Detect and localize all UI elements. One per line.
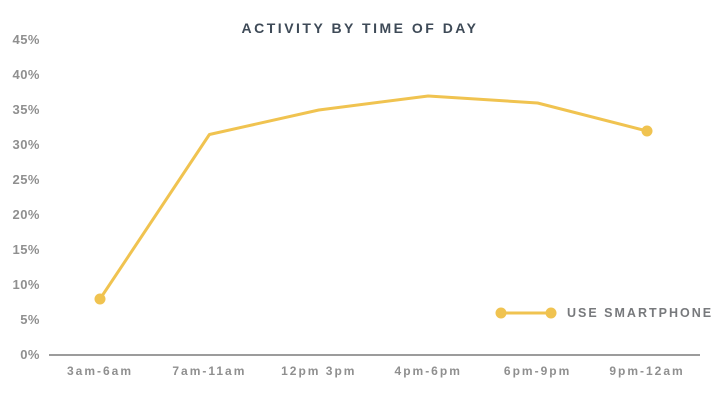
x-axis-label: 9pm-12am <box>609 364 685 378</box>
y-axis-label: 40% <box>12 67 40 82</box>
y-axis-label: 0% <box>20 347 40 362</box>
x-axis-label: 3am-6am <box>66 364 134 378</box>
legend-line-icon <box>495 307 557 319</box>
legend-label: USE SMARTPHONE <box>567 306 714 320</box>
legend-dot <box>545 307 557 319</box>
y-axis-label: 10% <box>12 277 40 292</box>
chart-title: ACTIVITY BY TIME OF DAY <box>241 20 479 36</box>
y-axis-label: 5% <box>20 312 40 327</box>
series-line <box>98 94 649 301</box>
y-axis-label: 30% <box>12 137 40 152</box>
legend: USE SMARTPHONE <box>494 305 713 321</box>
y-axis-label: 15% <box>12 242 40 257</box>
y-axis-label: 25% <box>12 172 40 187</box>
x-axis-label: 6pm-9pm <box>503 364 572 378</box>
legend-dot <box>495 307 507 319</box>
x-axis-label: 4pm-6pm <box>394 364 462 378</box>
data-point-marker <box>94 293 106 305</box>
y-axis-label: 20% <box>12 207 40 222</box>
y-axis-label: 45% <box>12 32 40 47</box>
y-axis-label: 35% <box>12 102 40 117</box>
data-point-marker <box>641 125 653 137</box>
x-axis-label: 12pm 3pm <box>281 364 357 378</box>
x-axis-label: 7am-11am <box>172 364 247 378</box>
